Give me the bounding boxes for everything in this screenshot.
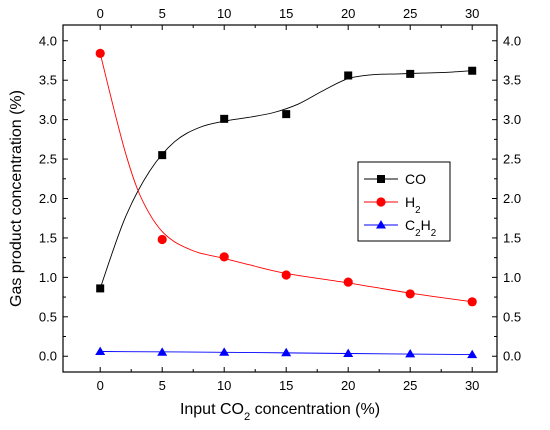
- x-tick-label-bottom: 30: [465, 378, 479, 393]
- data-point-h2: [219, 252, 229, 262]
- y-tick-label-left: 4.0: [39, 33, 57, 48]
- x-tick-label-bottom: 10: [217, 378, 231, 393]
- legend-marker-c2h2: [376, 220, 386, 229]
- y-tick-label-left: 0.5: [39, 309, 57, 324]
- data-point-h2: [95, 48, 105, 58]
- y-tick-label-left: 0.0: [39, 349, 57, 364]
- x-tick-label-top: 15: [279, 6, 293, 21]
- legend-marker-h2: [376, 197, 386, 207]
- data-point-co: [96, 284, 105, 293]
- data-point-h2: [157, 234, 167, 245]
- data-point-co: [282, 110, 291, 119]
- y-tick-label-right: 2.5: [503, 152, 521, 167]
- y-tick-label-left: 3.5: [39, 73, 57, 88]
- x-tick-label-top: 10: [217, 6, 231, 21]
- y-tick-label-right: 0.0: [503, 349, 521, 364]
- data-point-c2h2: [343, 348, 354, 357]
- data-point-co: [344, 71, 353, 80]
- legend-label-co: CO: [405, 171, 426, 187]
- legend-label-c2h2: C2H2: [405, 217, 436, 239]
- y-tick-label-right: 3.5: [503, 73, 521, 88]
- legend-marker-co: [377, 175, 385, 183]
- data-point-c2h2: [405, 348, 416, 358]
- x-tick-label-top: 5: [159, 6, 166, 21]
- x-axis-title: Input CO2 concentration (%): [180, 401, 380, 423]
- y-tick-label-right: 0.5: [503, 309, 521, 324]
- y-tick-label-right: 4.0: [503, 33, 521, 48]
- data-point-c2h2: [219, 347, 230, 356]
- data-point-co: [220, 114, 229, 123]
- x-tick-label-top: 0: [97, 6, 104, 21]
- y-tick-label-left: 2.5: [39, 152, 57, 167]
- data-point-c2h2: [467, 349, 478, 359]
- x-tick-label-bottom: 25: [403, 378, 417, 393]
- x-tick-label-top: 30: [465, 6, 479, 21]
- data-point-c2h2: [95, 346, 106, 356]
- y-tick-label-right: 1.0: [503, 270, 521, 285]
- y-tick-label-right: 1.5: [503, 230, 521, 245]
- x-tick-label-top: 25: [403, 6, 417, 21]
- data-point-c2h2: [157, 347, 168, 356]
- y-tick-label-right: 3.0: [503, 112, 521, 127]
- y-tick-label-left: 3.0: [39, 112, 57, 127]
- data-point-c2h2: [281, 347, 292, 357]
- data-points: [95, 48, 478, 359]
- legend-label-h2: H2: [405, 194, 421, 216]
- y-tick-label-left: 2.0: [39, 191, 57, 206]
- fit-line-h2: [99, 53, 473, 303]
- y-axis-title: Gas product concentration (%): [8, 90, 25, 307]
- ticks-layer: 0 0 5 5 10 10 15 15 20 20 25 25 30 30 0.0 0.0 0.5 0.5 1.0 1…: [39, 6, 521, 393]
- x-tick-label-bottom: 0: [97, 378, 104, 393]
- y-tick-label-right: 2.0: [503, 191, 521, 206]
- data-point-co: [406, 69, 415, 78]
- x-tick-label-bottom: 15: [279, 378, 293, 393]
- x-tick-label-top: 20: [341, 6, 355, 21]
- data-point-h2: [343, 277, 353, 287]
- y-tick-label-left: 1.0: [39, 270, 57, 285]
- y-tick-label-left: 1.5: [39, 230, 57, 245]
- data-point-h2: [467, 297, 477, 307]
- x-tick-label-bottom: 20: [341, 378, 355, 393]
- data-point-h2: [281, 270, 291, 280]
- data-point-co: [468, 66, 477, 75]
- x-tick-label-bottom: 5: [159, 378, 166, 393]
- data-point-co: [158, 151, 167, 160]
- data-point-h2: [405, 289, 415, 299]
